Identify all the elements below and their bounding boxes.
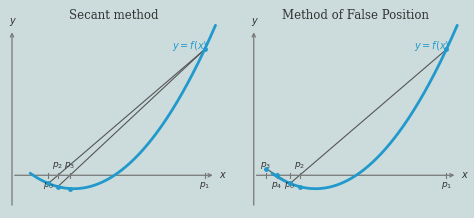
Title: Method of False Position: Method of False Position <box>282 9 429 22</box>
Text: y: y <box>9 16 15 26</box>
Text: $y = f(x)$: $y = f(x)$ <box>172 39 208 53</box>
Text: $p_2$: $p_2$ <box>52 160 64 171</box>
Text: $p_0$: $p_0$ <box>43 180 54 191</box>
Title: Secant method: Secant method <box>69 9 158 22</box>
Text: $p_1$: $p_1$ <box>199 180 210 191</box>
Text: $p_1$: $p_1$ <box>441 180 452 191</box>
Text: y: y <box>251 16 256 26</box>
Text: x: x <box>461 170 466 180</box>
Text: $p_3$: $p_3$ <box>64 160 76 171</box>
Text: $p_3$: $p_3$ <box>260 160 272 171</box>
Text: x: x <box>219 170 225 180</box>
Text: $p_0$: $p_0$ <box>284 180 296 191</box>
Text: $y = f(x)$: $y = f(x)$ <box>414 39 450 53</box>
Text: $p_2$: $p_2$ <box>294 160 305 171</box>
Text: $p_4$: $p_4$ <box>271 180 283 191</box>
